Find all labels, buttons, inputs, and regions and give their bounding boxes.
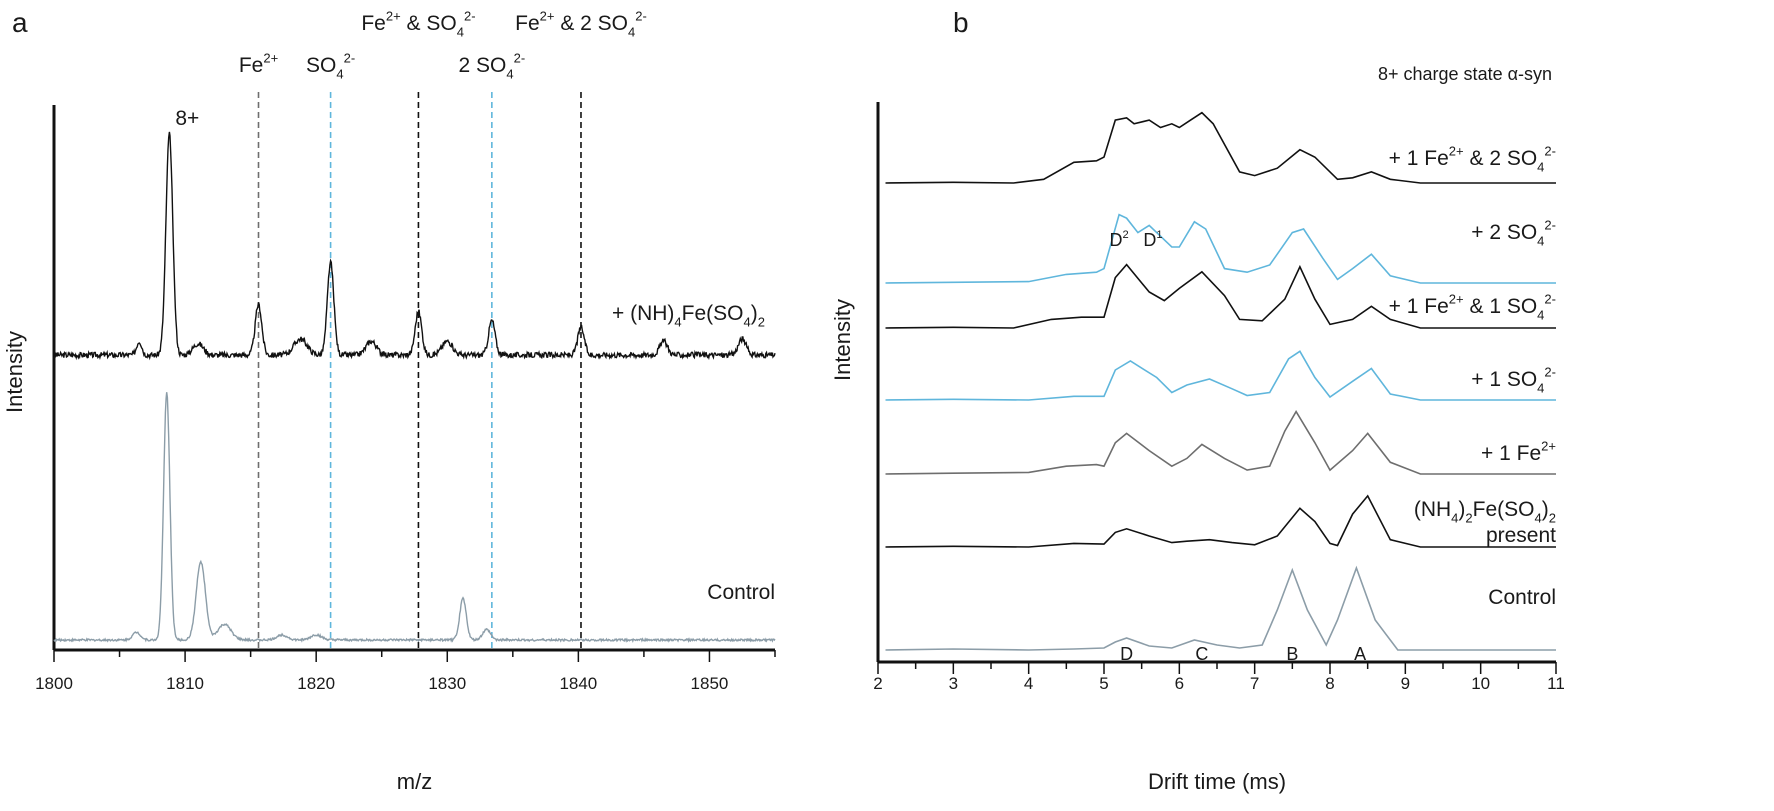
x-tick-label-a: 1820 bbox=[297, 674, 335, 693]
panel-b-title: 8+ charge state α-syn bbox=[1378, 64, 1552, 84]
panel-b-arrival-time-distributions: 2 3 4 5 6 7 8 9 10 11 Drift time (ms) Intensity 8+ c… bbox=[830, 64, 1565, 794]
series-label-b: (NH4​)2​Fe(SO4​)2​ bbox=[1414, 498, 1556, 525]
conformer-label: A bbox=[1354, 644, 1366, 664]
series-line-b bbox=[885, 565, 1556, 651]
series-line-b bbox=[885, 213, 1556, 284]
x-tick-label-a: 1850 bbox=[691, 674, 729, 693]
y-axis-title-b: Intensity bbox=[830, 299, 855, 381]
x-axis-title-b: Drift time (ms) bbox=[1148, 769, 1286, 794]
series-label-b: + 2 SO4​2-​ bbox=[1471, 218, 1556, 249]
conformer-label: C bbox=[1195, 644, 1208, 664]
series-label-b-line2: present bbox=[1486, 524, 1556, 547]
x-tick-label-b: 5 bbox=[1099, 674, 1108, 693]
conformer-sublabel: D2​ bbox=[1109, 229, 1128, 250]
marker-label-a: Fe2+​ bbox=[239, 51, 278, 77]
panel-letter-a: a bbox=[12, 7, 28, 38]
x-tick-label-a: 1840 bbox=[559, 674, 597, 693]
x-tick-label-b: 9 bbox=[1401, 674, 1410, 693]
marker-label-a: Fe2+​ & 2 SO4​2-​ bbox=[515, 9, 647, 40]
series-line-b bbox=[885, 350, 1556, 401]
series-label-b: + 1 Fe2+​ & 1 SO4​2-​ bbox=[1389, 292, 1556, 323]
peak-label-8plus: 8+ bbox=[175, 107, 199, 130]
x-axis-title-a: m/z bbox=[397, 769, 432, 794]
x-tick-label-b: 7 bbox=[1250, 674, 1259, 693]
x-tick-label-b: 3 bbox=[949, 674, 958, 693]
series-label-b: Control bbox=[1488, 586, 1556, 609]
x-tick-label-b: 2 bbox=[873, 674, 882, 693]
x-tick-label-b: 10 bbox=[1471, 674, 1490, 693]
series-label-b: + 1 Fe2+​ & 2 SO4​2-​ bbox=[1389, 144, 1556, 175]
series-line-b bbox=[885, 410, 1556, 475]
x-tick-label-a: 1810 bbox=[166, 674, 204, 693]
series-label-a-control: Control bbox=[707, 581, 775, 604]
x-tick-label-b: 6 bbox=[1175, 674, 1184, 693]
marker-label-a: SO4​2-​ bbox=[306, 51, 355, 82]
x-tick-label-b: 4 bbox=[1024, 674, 1033, 693]
conformer-label: B bbox=[1286, 644, 1298, 664]
series-line-a bbox=[53, 131, 776, 361]
conformer-label: D bbox=[1120, 644, 1133, 664]
x-tick-label-b: 8 bbox=[1325, 674, 1334, 693]
series-line-a bbox=[53, 392, 776, 643]
marker-label-a: Fe2+​ & SO4​2-​ bbox=[361, 9, 475, 40]
panel-a-mass-spectrum: 1800 1810 1820 1830 1840 1850 m/z Intensity Fe2+… bbox=[2, 9, 776, 794]
conformer-sublabel: D1​ bbox=[1143, 229, 1162, 250]
series-line-b bbox=[885, 111, 1556, 184]
x-tick-label-b: 11 bbox=[1547, 674, 1565, 693]
series-label-a-iron: + (NH)4​Fe(SO4​)2​ bbox=[612, 302, 765, 329]
series-label-b: + 1 SO4​2-​ bbox=[1471, 365, 1556, 396]
series-label-b: + 1 Fe2+​ bbox=[1481, 439, 1556, 465]
x-tick-label-a: 1830 bbox=[428, 674, 466, 693]
series-line-b bbox=[885, 263, 1556, 329]
x-tick-label-a: 1800 bbox=[35, 674, 73, 693]
marker-label-a: 2 SO4​2-​ bbox=[458, 51, 525, 82]
series-line-b bbox=[885, 494, 1556, 548]
panel-letter-b: b bbox=[953, 7, 969, 38]
y-axis-title-a: Intensity bbox=[2, 331, 27, 413]
